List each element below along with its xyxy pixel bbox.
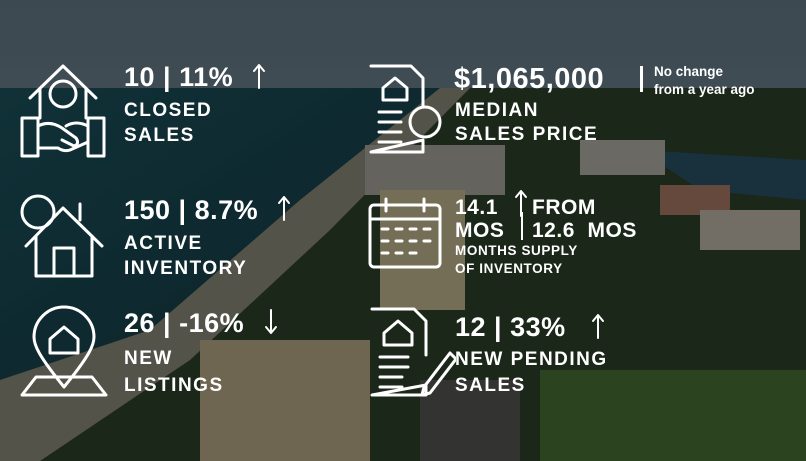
stat-note: No change xyxy=(654,64,724,79)
stat-label: ACTIVE xyxy=(124,233,203,254)
stat-label: SALES PRICE xyxy=(455,124,599,145)
new-listings-icon xyxy=(20,305,108,397)
up-arrow xyxy=(253,64,265,89)
stat-value: 10 | 11% xyxy=(124,62,234,92)
up-arrow xyxy=(278,196,290,221)
stat-label: INVENTORY xyxy=(124,258,248,279)
separator xyxy=(521,212,523,240)
separator xyxy=(640,66,643,92)
active-inventory-icon xyxy=(20,194,104,278)
down-arrow xyxy=(265,309,277,334)
stat-label: MONTHS SUPPLY xyxy=(455,243,578,258)
stat-label: SALES xyxy=(455,375,526,396)
stat-label: SALES xyxy=(124,125,195,146)
stat-label: NEW xyxy=(124,348,173,369)
stat-compare: 12.6 MOS xyxy=(532,219,637,242)
stat-value: 14.1 xyxy=(455,196,498,219)
stat-label: LISTINGS xyxy=(124,375,224,396)
median-price-icon xyxy=(369,64,442,154)
stat-value: MOS xyxy=(455,219,505,242)
stat-note: from a year ago xyxy=(654,82,755,97)
stat-label: OF INVENTORY xyxy=(455,261,563,276)
new-pending-icon xyxy=(370,307,456,397)
up-arrow xyxy=(515,190,527,217)
stat-value: 150 | 8.7% xyxy=(124,195,259,225)
up-arrow xyxy=(592,314,604,339)
closed-sales-icon xyxy=(20,64,106,158)
stat-label: CLOSED xyxy=(124,100,213,121)
stat-label: NEW PENDING xyxy=(455,349,608,370)
stat-value: 12 | 33% xyxy=(455,312,566,342)
stat-label: MEDIAN xyxy=(455,100,539,121)
stat-value: 26 | -16% xyxy=(124,308,245,338)
months-supply-icon xyxy=(368,197,442,269)
stat-compare: FROM xyxy=(532,196,596,219)
stat-value: $1,065,000 xyxy=(454,63,605,95)
